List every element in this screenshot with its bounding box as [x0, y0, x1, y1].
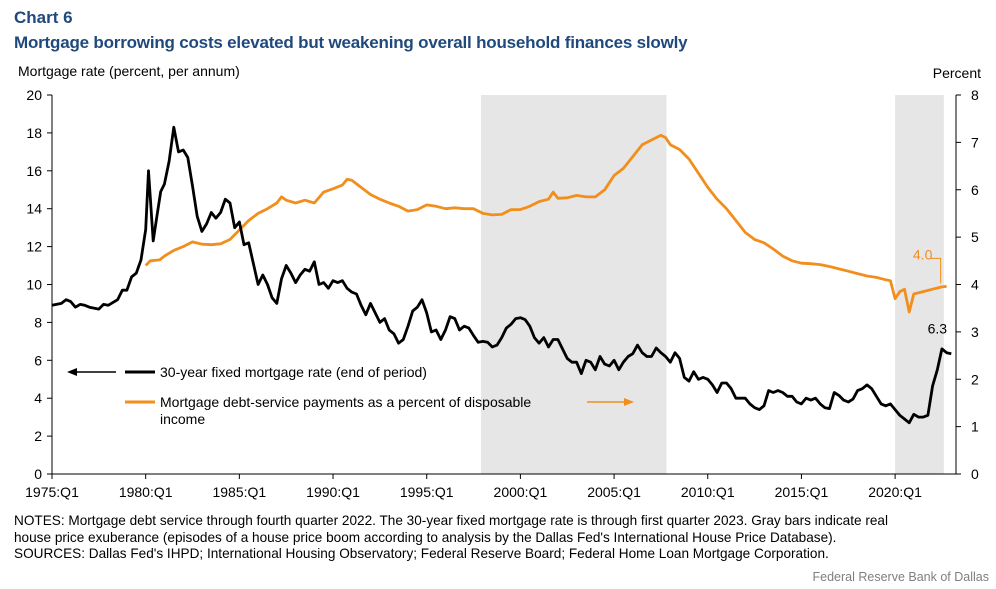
- x-tick-label: 1995:Q1: [400, 484, 454, 500]
- left-tick-label: 4: [34, 390, 42, 406]
- right-tick-label: 0: [971, 466, 979, 482]
- shaded-period-2: [895, 95, 944, 474]
- legend-arrow-left-head-icon: [67, 368, 77, 376]
- x-tick-label: 2005:Q1: [587, 484, 641, 500]
- x-tick-label: 1980:Q1: [119, 484, 173, 500]
- x-tick-label: 2020:Q1: [868, 484, 922, 500]
- right-tick-label: 1: [971, 419, 979, 435]
- x-tick-label: 1975:Q1: [25, 484, 79, 500]
- notes-line-2: house price exuberance (episodes of a ho…: [14, 529, 837, 545]
- left-tick-label: 14: [26, 201, 42, 217]
- end-value-annotations: 6.3 4.0: [913, 246, 947, 336]
- left-tick-label: 0: [34, 466, 42, 482]
- shaded-periods: [481, 95, 944, 474]
- series-debt-service-line: [144, 133, 947, 314]
- right-tick-label: 7: [971, 134, 979, 150]
- left-tick-label: 6: [34, 352, 42, 368]
- legend-arrow-right-head-icon: [624, 398, 634, 406]
- left-tick-label: 20: [26, 87, 42, 103]
- chart-notes: NOTES: Mortgage debt service through fou…: [14, 513, 989, 563]
- shaded-period-1: [481, 95, 667, 474]
- x-tick-label: 2010:Q1: [681, 484, 735, 500]
- end-label-mortgage-rate: 6.3: [928, 321, 948, 337]
- right-axis-label: Percent: [933, 65, 981, 81]
- chart-title: Mortgage borrowing costs elevated but we…: [14, 33, 688, 52]
- left-tick-label: 16: [26, 163, 42, 179]
- series-lines: [51, 125, 952, 425]
- right-tick-label: 6: [971, 182, 979, 198]
- right-tick-label: 4: [971, 277, 979, 293]
- left-tick-label: 2: [34, 428, 42, 444]
- x-tick-label: 1985:Q1: [212, 484, 266, 500]
- right-tick-label: 2: [971, 371, 979, 387]
- left-tick-label: 10: [26, 277, 42, 293]
- right-tick-label: 3: [971, 324, 979, 340]
- x-tick-label: 2015:Q1: [775, 484, 829, 500]
- legend-label-debt-service: Mortgage debt-service payments as a perc…: [160, 394, 531, 427]
- left-tick-label: 18: [26, 125, 42, 141]
- source-credit: Federal Reserve Bank of Dallas: [812, 570, 989, 584]
- legend-label-debt-service-line-2: income: [160, 411, 205, 427]
- line-chart: Mortgage rate (percent, per annum) Perce…: [18, 63, 981, 500]
- chart-number: Chart 6: [14, 8, 73, 27]
- left-tick-label: 8: [34, 314, 42, 330]
- right-tick-label: 8: [971, 87, 979, 103]
- x-tick-label: 2000:Q1: [494, 484, 548, 500]
- right-tick-label: 5: [971, 229, 979, 245]
- series-mortgage-rate-line: [51, 125, 952, 425]
- legend-label-debt-service-line-1: Mortgage debt-service payments as a perc…: [160, 394, 531, 410]
- left-axis-label: Mortgage rate (percent, per annum): [18, 63, 240, 79]
- legend-label-mortgage-rate: 30-year fixed mortgage rate (end of peri…: [160, 364, 427, 380]
- notes-line-3: SOURCES: Dallas Fed's IHPD; Internationa…: [14, 546, 829, 561]
- x-tick-label: 1990:Q1: [306, 484, 360, 500]
- left-tick-label: 12: [26, 239, 42, 255]
- legend: 30-year fixed mortgage rate (end of peri…: [67, 364, 634, 427]
- end-label-debt-service: 4.0: [913, 246, 933, 262]
- notes-line-1: NOTES: Mortgage debt service through fou…: [14, 513, 888, 528]
- end-label-debt-service-leader: [930, 257, 942, 284]
